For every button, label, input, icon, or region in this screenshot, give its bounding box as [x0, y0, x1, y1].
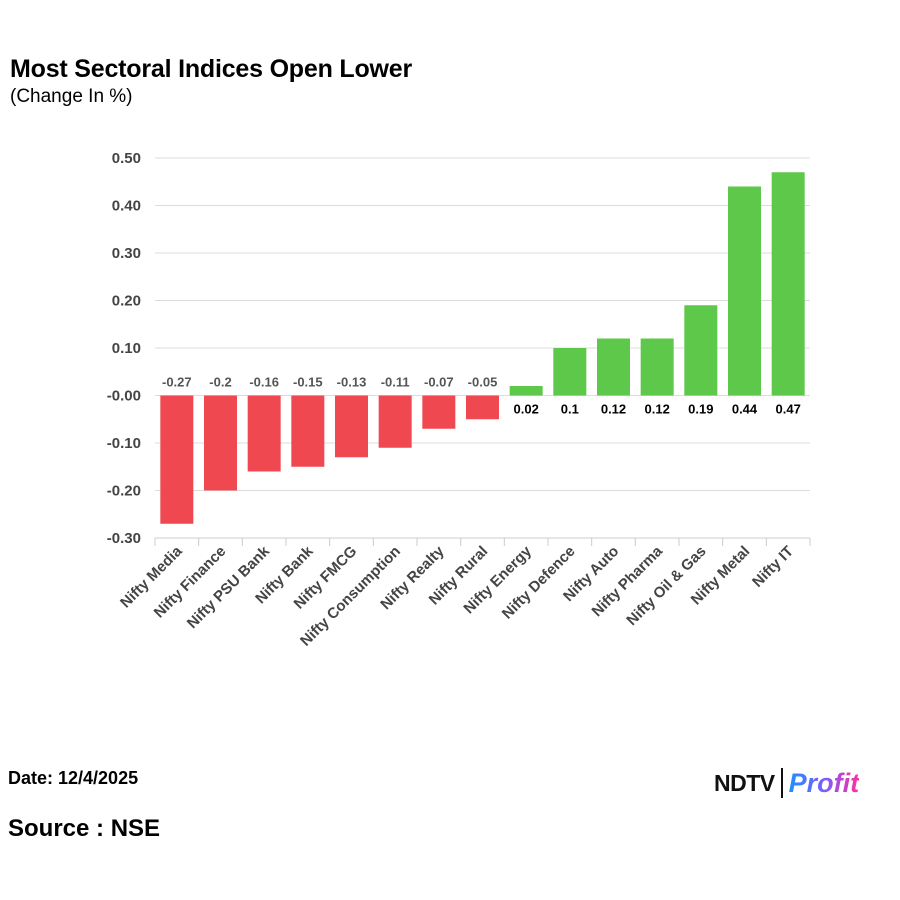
chart-subtitle: (Change In %) — [10, 86, 133, 107]
y-tick-label: -0.10 — [107, 435, 141, 452]
bar — [553, 348, 587, 396]
bar — [247, 395, 281, 472]
bar — [728, 186, 761, 396]
bar — [466, 395, 499, 420]
bar — [378, 395, 412, 448]
bar — [291, 395, 325, 467]
value-labels: -0.27 -0.2 -0.16 -0.15 -0.13 -0.11 -0.07 -0.05 0… — [162, 375, 801, 417]
source-text: Source : NSE — [8, 815, 161, 842]
date-text: Date: 12/4/2025 — [8, 768, 139, 788]
y-tick-label: -0.20 — [107, 483, 141, 500]
logo-divider — [780, 768, 783, 798]
value-label: -0.13 — [337, 375, 367, 390]
bar — [771, 172, 805, 396]
value-label: 0.19 — [688, 402, 713, 417]
y-tick-label: 0.50 — [112, 150, 141, 167]
bars — [160, 172, 805, 524]
bar — [597, 338, 630, 396]
value-label: 0.47 — [776, 402, 801, 417]
bar — [684, 305, 718, 396]
value-label: 0.1 — [561, 402, 579, 417]
category-label: Nifty Oil & Gas — [623, 543, 709, 629]
y-axis-ticks: 0.50 0.40 0.30 0.20 0.10 -0.00 -0.10 -0.20 -0.30 — [107, 150, 141, 547]
y-tick-label: -0.30 — [107, 530, 141, 547]
chart-title: Most Sectoral Indices Open Lower — [10, 55, 413, 83]
value-label: 0.12 — [645, 402, 670, 417]
bar — [640, 338, 674, 396]
bar — [160, 395, 194, 524]
value-label: 0.12 — [601, 402, 626, 417]
value-label: 0.44 — [732, 402, 758, 417]
y-tick-label: 0.20 — [112, 293, 141, 310]
bar — [335, 395, 368, 458]
ndtv-profit-logo: NDTV Profit — [714, 766, 859, 800]
bar — [509, 386, 543, 396]
value-label: -0.11 — [381, 375, 410, 390]
category-label: Nifty IT — [749, 543, 797, 591]
value-label: -0.2 — [209, 375, 231, 390]
bar — [204, 395, 237, 491]
y-tick-label: 0.40 — [112, 198, 141, 215]
value-label: -0.05 — [468, 375, 498, 390]
value-label: -0.07 — [424, 375, 454, 390]
y-tick-label: -0.00 — [107, 388, 141, 405]
logo-brand: NDTV — [714, 769, 775, 796]
logo-product: Profit — [788, 767, 860, 798]
value-label: 0.02 — [514, 402, 539, 417]
y-tick-label: 0.30 — [112, 245, 141, 262]
x-axis — [154, 537, 811, 546]
value-label: -0.27 — [162, 375, 192, 390]
bar — [422, 395, 456, 429]
value-label: -0.16 — [249, 375, 279, 390]
y-tick-label: 0.10 — [112, 340, 141, 357]
value-label: -0.15 — [293, 375, 323, 390]
